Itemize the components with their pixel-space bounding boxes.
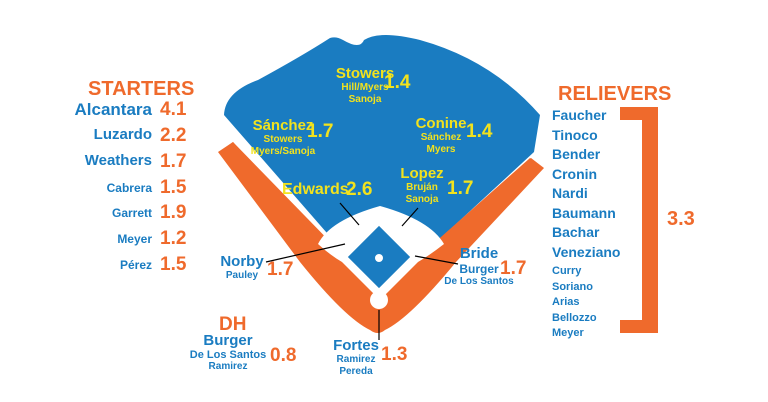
starter-value: 1.9 <box>160 202 187 223</box>
3b-starter: Norby <box>220 253 264 270</box>
lf-sub-1: Stowers <box>263 134 303 145</box>
reliever-name: Arias <box>552 296 580 309</box>
reliever-name: Veneziano <box>552 243 621 260</box>
1b-starter: Bride <box>459 245 499 262</box>
position-cf: Stowers Hill/Myers Sanoja <box>320 66 410 106</box>
lf-starter: Sánchez <box>252 117 314 134</box>
2b-sub-1: Bruján <box>406 182 438 193</box>
3b-value: 1.7 <box>267 259 294 280</box>
starter-name: Alcantara <box>74 100 152 119</box>
2b-sub-2: Sanoja <box>405 194 439 205</box>
cf-sub-2: Sanoja <box>348 94 382 105</box>
dh-starter: Burger <box>203 332 253 349</box>
dh-sub-1: De Los Santos <box>189 349 267 361</box>
starter-name: Garrett <box>111 206 152 220</box>
cf-value: 1.4 <box>384 72 411 93</box>
ss-starter: Edwards <box>282 181 349 198</box>
lf-value: 1.7 <box>307 121 334 142</box>
c-sub-1: Ramirez <box>336 354 376 365</box>
pointer-1b <box>414 255 459 265</box>
starters-title: STARTERS <box>88 78 195 100</box>
home-plate-circle <box>370 291 388 309</box>
dh-title: DH <box>219 314 247 335</box>
starter-value: 2.2 <box>160 125 187 146</box>
starter-name: Cabrera <box>106 181 152 195</box>
c-starter: Fortes <box>333 337 379 354</box>
reliever-name: Curry <box>552 265 582 277</box>
position-3b: Norby Pauley <box>216 254 268 282</box>
starter-value: 4.1 <box>160 99 187 120</box>
reliever-name: Baumann <box>552 204 616 221</box>
3b-sub-1: Pauley <box>225 270 259 281</box>
1b-sub-2: De Los Santos <box>444 276 514 287</box>
position-dh: Burger De Los Santos Ramirez <box>188 333 268 373</box>
position-1b: Bride Burger De Los Santos <box>444 246 514 288</box>
1b-value: 1.7 <box>500 258 527 279</box>
reliever-name: Bachar <box>552 224 600 240</box>
lf-sub-2: Myers/Sanoja <box>250 146 316 157</box>
reliever-name: Cronin <box>552 165 598 182</box>
reliever-name: Soriano <box>552 280 593 293</box>
starter-value: 1.5 <box>160 254 187 275</box>
pointer-2b <box>401 207 419 227</box>
starter-name: Meyer <box>117 232 152 246</box>
ss-value: 2.6 <box>346 179 373 200</box>
dh-sub-2: Ramirez <box>208 361 248 372</box>
reliever-name: Tinoco <box>552 126 598 143</box>
1b-sub-1: Burger <box>459 262 499 276</box>
position-lf: Sánchez Stowers Myers/Sanoja <box>246 118 320 158</box>
reliever-name: Meyer <box>552 327 584 340</box>
c-value: 1.3 <box>381 344 408 365</box>
reliever-name: Nardi <box>552 185 588 201</box>
starter-value: 1.2 <box>160 228 187 249</box>
pointer-3b <box>265 243 346 263</box>
cf-sub-1: Hill/Myers <box>341 82 389 93</box>
rf-sub-1: Sánchez <box>420 132 462 143</box>
starter-value: 1.5 <box>160 177 187 198</box>
relievers-title: RELIEVERS <box>558 83 672 105</box>
position-rf: Conine Sánchez Myers <box>404 116 478 156</box>
rf-value: 1.4 <box>466 121 493 142</box>
starter-name: Pérez <box>119 258 152 272</box>
2b-value: 1.7 <box>447 178 474 199</box>
position-2b: Lopez Bruján Sanoja <box>398 166 446 206</box>
starter-name: Luzardo <box>93 126 152 143</box>
reliever-name: Bender <box>552 146 601 162</box>
reliever-name: Faucher <box>552 107 607 123</box>
starter-value: 1.7 <box>160 151 187 172</box>
pitcher-mound <box>375 254 383 262</box>
starter-name: Weathers <box>84 152 152 169</box>
2b-starter: Lopez <box>400 165 444 182</box>
c-sub-2: Pereda <box>339 366 373 377</box>
rf-starter: Conine <box>415 115 467 132</box>
position-c: Fortes Ramirez Pereda <box>332 338 380 378</box>
relievers-bracket <box>620 107 658 333</box>
reliever-name: Bellozzo <box>552 311 597 324</box>
outfield-grass <box>224 35 540 283</box>
relievers-value: 3.3 <box>667 208 695 230</box>
rf-sub-2: Myers <box>426 144 456 155</box>
cf-starter: Stowers <box>335 65 395 82</box>
dh-value: 0.8 <box>270 345 297 366</box>
pointer-ss <box>339 202 360 226</box>
